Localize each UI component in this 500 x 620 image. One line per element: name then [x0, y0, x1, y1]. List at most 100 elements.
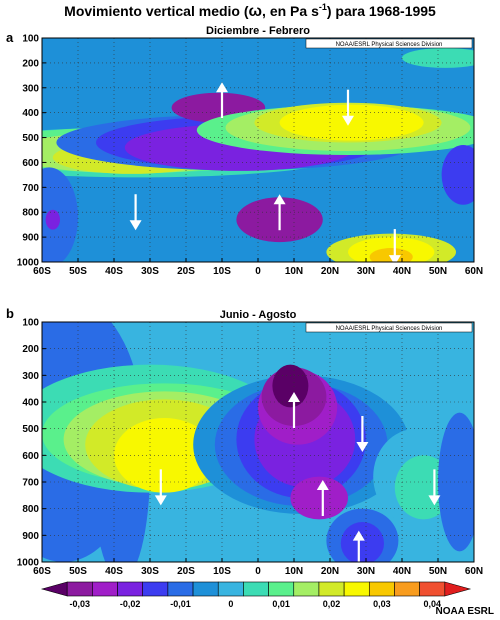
contour-region	[279, 104, 424, 141]
arrow-down	[154, 469, 167, 506]
contour-region	[272, 364, 309, 408]
contour-region	[42, 167, 78, 262]
arrow-up	[288, 392, 300, 428]
x-tick-label: 60S	[33, 566, 51, 577]
colorbar-swatch	[293, 581, 320, 597]
colorbar-swatch	[343, 581, 370, 597]
colorbar-label: -0,01	[170, 599, 191, 609]
contour-region	[45, 209, 60, 230]
x-tick-label: 30N	[357, 566, 375, 577]
x-tick-label: 20N	[321, 566, 339, 577]
panel-b-y-ticks: 100 200 300 400 500 600 700 800 900 1000	[17, 318, 46, 569]
colorbar-swatch	[192, 581, 219, 597]
panel-a-letter: a	[6, 30, 14, 45]
colorbar-swatch	[92, 581, 118, 597]
x-tick-label: 40S	[105, 566, 123, 577]
x-tick-label: 20N	[321, 266, 339, 277]
panel-a-arrows	[129, 82, 401, 266]
panel-a-field	[42, 38, 474, 262]
colorbar-label: 0,04	[423, 599, 441, 609]
panel-b-title: Junio - Agosto	[220, 309, 297, 321]
x-tick-label: 20S	[177, 266, 195, 277]
x-tick-label: 10S	[213, 566, 231, 577]
panel-b-grid	[42, 322, 474, 562]
arrow-up	[273, 194, 286, 231]
colorbar-label: -0,02	[120, 599, 141, 609]
y-tick-label: 600	[22, 158, 39, 169]
colorbar-label: 0,01	[272, 599, 290, 609]
y-tick-label: 200	[22, 344, 39, 355]
x-tick-label: 0	[255, 266, 261, 277]
arrow-up	[216, 82, 228, 119]
x-tick-label: 50N	[429, 266, 447, 277]
colorbar-swatch	[419, 581, 446, 597]
panel-b-x-ticks: 60S 50S 40S 30S 20S 10S 0 10N 20N 30N 40N 50N 60N	[33, 558, 483, 577]
colorbar-label: 0	[228, 599, 233, 609]
y-tick-label: 900	[22, 531, 39, 542]
contour-region	[290, 476, 349, 520]
y-tick-label: 700	[22, 478, 39, 489]
y-tick-label: 700	[22, 183, 39, 194]
contour-region	[402, 47, 474, 68]
panel-b-watermark-box	[305, 322, 473, 333]
arrow-down	[356, 416, 369, 452]
y-tick-label: 500	[22, 133, 39, 144]
x-tick-label: 40N	[393, 266, 411, 277]
y-tick-label: 300	[22, 83, 39, 94]
x-tick-label: 10S	[213, 266, 231, 277]
y-tick-label: 1000	[17, 258, 40, 269]
arrow-down	[428, 469, 441, 506]
x-tick-label: 30S	[141, 266, 159, 277]
arrow-down	[342, 89, 354, 126]
y-tick-label: 1000	[17, 558, 40, 569]
colorbar-label: -0,03	[70, 599, 91, 609]
x-tick-label: 30N	[357, 266, 375, 277]
colorbar-swatch	[66, 581, 93, 597]
arrow-down	[129, 194, 142, 231]
colorbar-swatch	[142, 581, 169, 597]
y-tick-label: 400	[22, 108, 39, 119]
panel-b: b Junio - Agosto NOAA/ESRL Physical Scie…	[6, 306, 483, 577]
colorbar-swatch	[167, 581, 194, 597]
colorbar-swatch	[268, 581, 295, 597]
colorbar-swatch	[318, 581, 345, 597]
x-tick-label: 0	[255, 566, 261, 577]
colorbar-swatch	[444, 581, 472, 597]
panel-b-field	[42, 322, 474, 562]
x-tick-label: 40S	[105, 266, 123, 277]
y-tick-label: 800	[22, 504, 39, 515]
x-tick-label: 30S	[141, 566, 159, 577]
colorbar-swatch	[117, 581, 144, 597]
y-tick-label: 500	[22, 424, 39, 435]
credit-label: NOAA ESRL	[435, 606, 494, 617]
panel-a-title: Diciembre - Febrero	[206, 25, 310, 37]
panel-a-watermark-box	[305, 38, 473, 49]
panel-a-y-ticks: 100 200 300 400 500 600 700 800 900 1000	[17, 34, 46, 269]
y-tick-label: 600	[22, 451, 39, 462]
colorbar: -0,03 -0,02 -0,01 0 0,01 0,02 0,03 0,04	[40, 581, 472, 609]
panel-b-arrows	[154, 392, 441, 567]
panel-b-watermark: NOAA/ESRL Physical Sciences Division	[336, 326, 443, 332]
x-tick-label: 50S	[69, 566, 87, 577]
colorbar-swatch	[40, 581, 68, 597]
panel-b-letter: b	[6, 306, 14, 321]
x-tick-label: 10N	[285, 566, 303, 577]
chart-title: Movimiento vertical medio (ω, en Pa s-1)…	[64, 2, 436, 20]
colorbar-label: 0,02	[323, 599, 341, 609]
panel-a-watermark: NOAA/ESRL Physical Sciences Division	[336, 42, 443, 48]
y-tick-label: 400	[22, 398, 39, 409]
x-tick-label: 60N	[465, 566, 483, 577]
panel-a-grid	[42, 38, 474, 262]
x-tick-label: 60S	[33, 266, 51, 277]
x-tick-label: 40N	[393, 566, 411, 577]
arrow-down	[388, 229, 401, 266]
y-tick-label: 100	[22, 318, 39, 329]
panel-a: a Diciembre - Febrero NOAA/ESRL Physical…	[6, 25, 483, 277]
contour-region	[113, 418, 215, 493]
contour-region	[394, 455, 453, 520]
y-tick-label: 200	[22, 58, 39, 69]
x-tick-label: 10N	[285, 266, 303, 277]
y-tick-label: 800	[22, 208, 39, 219]
contour-region	[340, 522, 384, 562]
colorbar-label: 0,03	[373, 599, 391, 609]
